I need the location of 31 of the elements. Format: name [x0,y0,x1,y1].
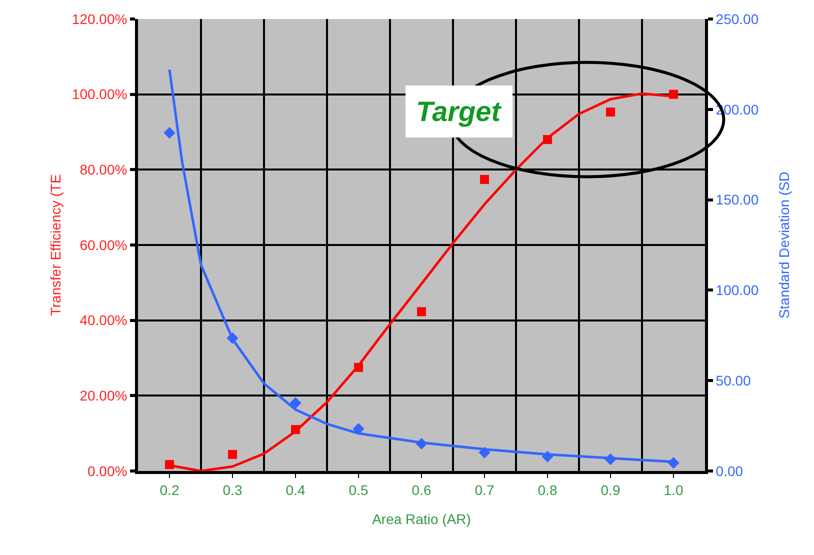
y-tick-label: 120.00% [72,10,128,27]
y-tick-label: 0.00% [87,462,128,479]
x-tick-label: 0.4 [286,482,306,498]
x-tick-label: 0.8 [538,482,558,498]
point [228,450,237,459]
point [417,307,426,316]
x-tick-label: 0.2 [160,482,180,498]
point [606,108,615,117]
x-tick-label: 0.7 [474,482,494,498]
x-tick-label: 1.0 [664,482,684,498]
y-tick-label: 60.00% [80,236,128,253]
y2-tick-label: 250.00 [716,10,759,27]
y-axis-title: Transfer Efficiency (TE [48,174,64,316]
x-axis-title: Area Ratio (AR) [372,511,471,528]
y2-tick-label: 0.00 [716,462,744,479]
x-tick-label: 0.6 [412,482,432,498]
x-tick-label: 0.5 [348,482,368,498]
y2-tick-label: 100.00 [716,282,759,298]
point [290,397,302,409]
point [480,174,489,184]
y-tick-label: 20.00% [80,388,128,404]
x-tick-label: 0.9 [600,482,620,498]
annotation: Target [416,96,502,127]
point [164,127,176,139]
y-tick-label: 100.00% [72,86,128,102]
y2-tick-label: 150.00 [716,192,759,208]
y-tick-label: 80.00% [80,162,128,178]
y2-axis-title: Standard Deviation (SD [776,171,792,319]
x-tick-label: 0.3 [222,482,242,498]
y2-tick-label: 50.00 [716,372,752,388]
y-tick-label: 40.00% [80,312,128,328]
